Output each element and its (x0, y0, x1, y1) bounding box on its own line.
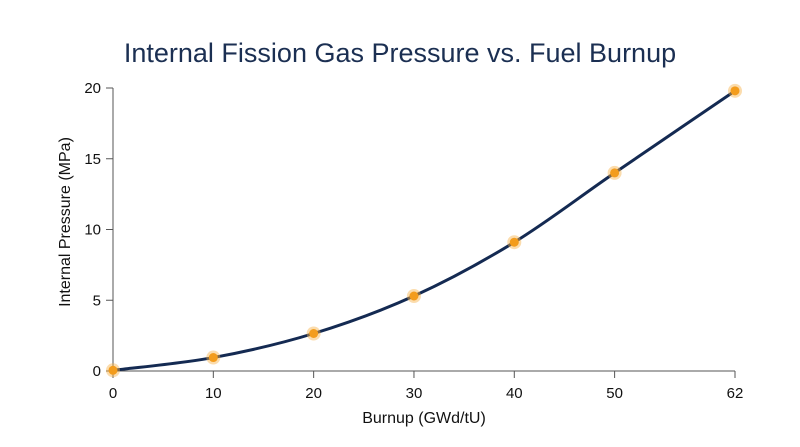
data-point (507, 235, 522, 250)
data-point-marker (509, 237, 519, 247)
data-point (106, 363, 120, 378)
data-point-marker (108, 365, 118, 375)
data-point (607, 165, 622, 180)
data-point (306, 326, 321, 341)
x-tick-label: 30 (406, 385, 423, 402)
data-point-marker (409, 291, 419, 301)
data-point (728, 83, 742, 98)
y-tick-label: 20 (84, 80, 101, 97)
data-point-marker (610, 168, 620, 178)
series-group (111, 89, 737, 372)
y-tick-label: 5 (93, 292, 101, 309)
y-tick-label: 0 (93, 363, 101, 380)
y-axis-label: Internal Pressure (MPa) (57, 137, 74, 307)
data-point-marker (208, 353, 218, 363)
x-tick-label: 20 (305, 385, 322, 402)
x-tick-label: 50 (606, 385, 623, 402)
x-tick-label: 0 (109, 385, 117, 402)
y-tick-label: 10 (84, 222, 101, 239)
axes: 0 5 10 15 20 0 10 20 30 40 50 62 (84, 80, 743, 402)
data-point-marker (730, 86, 740, 96)
data-point-marker (309, 329, 319, 339)
x-axis-label: Burnup (GWd/tU) (362, 410, 486, 427)
y-tick-label: 15 (84, 151, 101, 168)
series-line (111, 89, 737, 372)
points-group (106, 83, 742, 378)
data-point (406, 289, 421, 304)
x-tick-label: 40 (506, 385, 523, 402)
chart-title: Internal Fission Gas Pressure vs. Fuel B… (124, 38, 676, 68)
data-point (206, 350, 221, 365)
x-tick-label: 10 (205, 385, 222, 402)
x-tick-label: 62 (727, 385, 744, 402)
